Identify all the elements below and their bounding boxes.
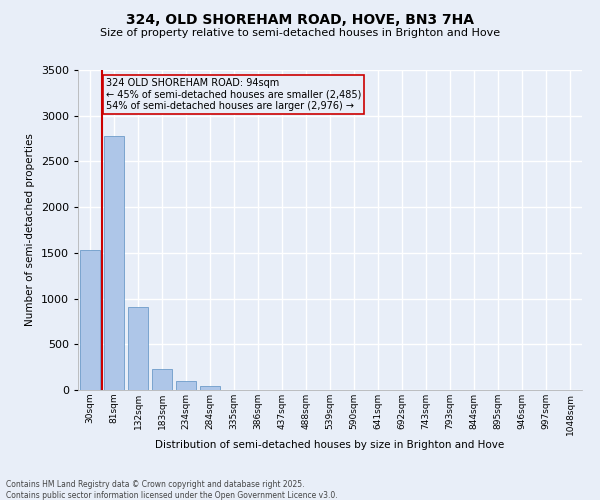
Bar xyxy=(104,136,124,390)
Bar xyxy=(176,381,196,390)
X-axis label: Distribution of semi-detached houses by size in Brighton and Hove: Distribution of semi-detached houses by … xyxy=(155,440,505,450)
Text: Size of property relative to semi-detached houses in Brighton and Hove: Size of property relative to semi-detach… xyxy=(100,28,500,38)
Bar xyxy=(80,250,100,390)
Bar xyxy=(128,307,148,390)
Text: Contains HM Land Registry data © Crown copyright and database right 2025.
Contai: Contains HM Land Registry data © Crown c… xyxy=(6,480,338,500)
Text: 324 OLD SHOREHAM ROAD: 94sqm
← 45% of semi-detached houses are smaller (2,485)
5: 324 OLD SHOREHAM ROAD: 94sqm ← 45% of se… xyxy=(106,78,361,111)
Bar xyxy=(200,386,220,390)
Text: 324, OLD SHOREHAM ROAD, HOVE, BN3 7HA: 324, OLD SHOREHAM ROAD, HOVE, BN3 7HA xyxy=(126,12,474,26)
Bar xyxy=(152,369,172,390)
Y-axis label: Number of semi-detached properties: Number of semi-detached properties xyxy=(25,134,35,326)
